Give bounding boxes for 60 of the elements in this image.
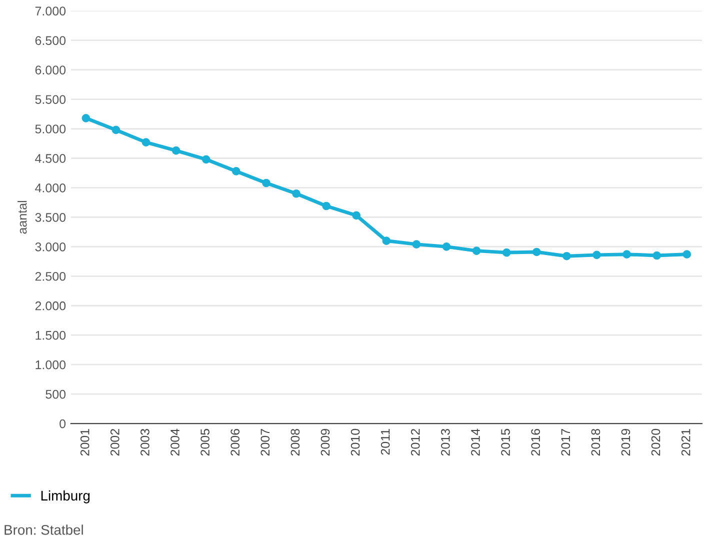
x-tick-label: 2007 <box>260 429 270 456</box>
x-tick-label: 2013 <box>441 428 450 456</box>
point <box>412 240 421 248</box>
y-tick-label: 2.000 <box>35 301 66 310</box>
y-tick-label: 3.000 <box>35 242 66 252</box>
text: Bron: Statbel <box>4 524 83 535</box>
x-tick-label: 2008 <box>290 428 300 456</box>
y-axis-title: aantal <box>18 201 27 234</box>
y-tick-label: 1.500 <box>36 330 66 340</box>
y-tick-label: 1.000 <box>36 360 66 370</box>
point <box>232 167 240 176</box>
point <box>502 248 511 257</box>
x-tick-label: 2009 <box>320 428 330 456</box>
y-tick-label: 5.500 <box>35 95 66 104</box>
x-tick-label: 2021 <box>681 429 690 456</box>
y-tick-label: 4.500 <box>35 154 66 163</box>
point <box>592 250 601 260</box>
y-tick-label: 6.500 <box>35 36 66 45</box>
point <box>352 211 361 220</box>
x-tick-label: 2015 <box>501 428 510 456</box>
point <box>442 242 451 251</box>
point <box>532 248 541 256</box>
y-tick-label: 7.000 <box>35 6 66 16</box>
x-tick-label: 2020 <box>651 428 660 456</box>
legend-label: Limburg <box>41 490 90 504</box>
x-tick-label: 2004 <box>170 428 180 456</box>
point <box>142 138 150 146</box>
point <box>292 189 300 198</box>
point <box>382 236 391 245</box>
x-tick-label: 2014 <box>471 428 480 456</box>
point <box>172 146 180 155</box>
x-tick-label: 2002 <box>110 429 120 456</box>
x-tick-label: 2005 <box>200 428 210 456</box>
x-tick-label: 2018 <box>591 428 600 456</box>
y-tick-label: 5.000 <box>35 124 66 134</box>
point <box>202 155 210 164</box>
y-tick-label: 2.500 <box>35 272 66 281</box>
point <box>322 202 330 210</box>
y-tick-label: 3.500 <box>35 213 66 222</box>
point <box>82 114 90 122</box>
x-tick-label: 2019 <box>621 428 630 456</box>
y-tick-label: 0 <box>60 419 66 428</box>
point <box>262 178 270 188</box>
x-tick-label: 2001 <box>80 429 90 456</box>
point <box>622 250 631 259</box>
point <box>562 252 571 260</box>
point <box>472 246 481 255</box>
x-tick-label: 2010 <box>350 428 360 456</box>
y-tick-label: 500 <box>46 390 66 399</box>
point <box>652 251 662 260</box>
x-tick-label: 2012 <box>410 429 420 456</box>
point <box>682 250 692 259</box>
y-tick-label: 4.000 <box>35 184 66 192</box>
x-tick-label: 2011 <box>380 429 390 455</box>
x-tick-label: 2003 <box>140 428 150 456</box>
x-tick-label: 2006 <box>230 428 240 456</box>
x-tick-label: 2017 <box>561 429 570 456</box>
point <box>112 126 120 134</box>
y-tick-label: 6.000 <box>35 66 66 74</box>
x-tick-label: 2016 <box>531 428 540 456</box>
